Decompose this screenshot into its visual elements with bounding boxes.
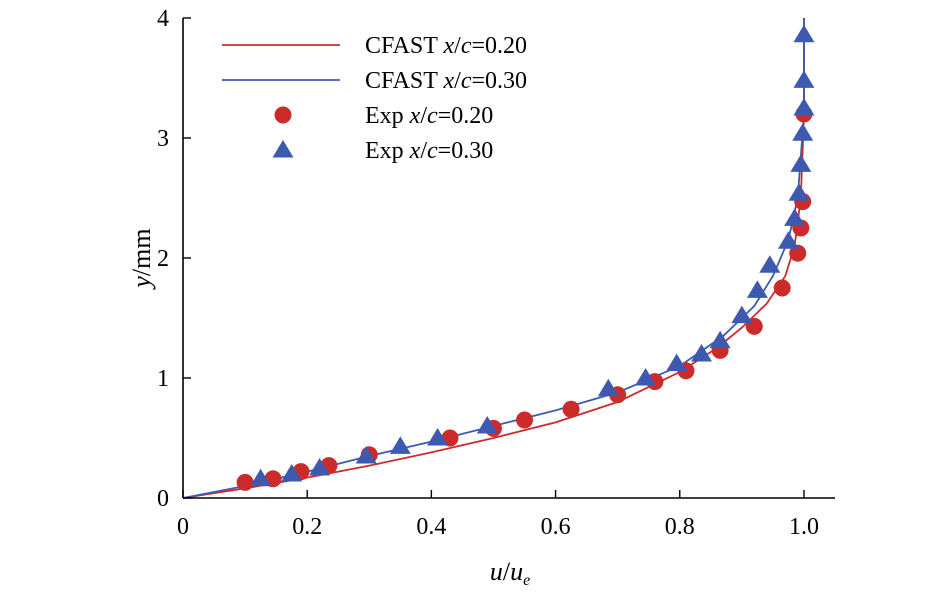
legend-swatch-triangle	[272, 140, 294, 158]
y-ticks: 0 1 2 3 4	[157, 6, 191, 512]
x-axis-title: u/ue	[490, 557, 530, 589]
legend-label: CFAST x/c=0.30	[365, 68, 527, 94]
data-point-triangle	[666, 353, 688, 372]
x-axis-title-base: u	[510, 557, 523, 586]
data-point-circle	[236, 473, 254, 491]
data-point-triangle	[281, 464, 303, 482]
data-point-triangle	[250, 468, 272, 487]
legend-label: CFAST x/c=0.20	[365, 33, 527, 59]
x-axis-title-subscript: e	[523, 572, 530, 589]
data-point-circle	[789, 244, 807, 262]
y-axis-title: y/mm	[127, 228, 156, 290]
x-axis-title-var: u	[490, 557, 503, 586]
y-tick-label: 3	[157, 126, 169, 152]
data-point-triangle	[793, 98, 815, 116]
data-point-circle	[516, 411, 534, 429]
data-point-triangle	[597, 378, 619, 397]
legend: CFAST x/c=0.20 CFAST x/c=0.30 Exp x/c=0.20…	[222, 33, 527, 164]
data-point-triangle	[309, 458, 331, 476]
x-tick-label: 0	[177, 514, 189, 540]
y-axis-title-unit: /mm	[127, 228, 156, 276]
data-point-triangle	[784, 208, 806, 226]
data-point-triangle	[793, 70, 815, 88]
legend-label: Exp x/c=0.20	[365, 103, 493, 129]
x-tick-label: 0.4	[416, 514, 446, 540]
data-point-triangle	[793, 24, 815, 43]
x-tick-label: 0.2	[292, 514, 322, 540]
x-tick-label: 1.0	[789, 514, 819, 540]
data-point-triangle	[790, 154, 812, 172]
x-tick-label: 0.8	[665, 514, 695, 540]
data-point-circle	[562, 400, 580, 418]
data-point-triangle	[427, 428, 449, 446]
data-point-triangle	[355, 446, 377, 464]
legend-label: Exp x/c=0.30	[365, 138, 493, 164]
data-point-triangle	[792, 123, 814, 141]
x-ticks: 0 0.2 0.4 0.6 0.8 1.0	[177, 490, 819, 540]
plot-markers	[236, 24, 815, 491]
data-point-triangle	[746, 280, 768, 298]
y-tick-label: 0	[157, 486, 169, 512]
data-point-triangle	[690, 344, 712, 362]
data-point-triangle	[788, 183, 810, 201]
x-tick-label: 0.6	[541, 514, 571, 540]
y-tick-label: 4	[157, 6, 169, 32]
y-tick-label: 1	[157, 366, 169, 392]
y-tick-label: 2	[157, 246, 169, 272]
data-point-triangle	[389, 436, 411, 454]
data-point-circle	[773, 279, 791, 297]
data-point-triangle	[759, 255, 781, 273]
data-point-triangle	[731, 305, 753, 324]
data-point-triangle	[476, 416, 498, 434]
data-point-triangle	[777, 231, 799, 249]
data-point-triangle	[709, 330, 731, 349]
data-point-triangle	[635, 368, 657, 386]
y-axis-title-var: y	[127, 276, 156, 291]
x-axis-title-sep: /	[503, 557, 511, 586]
legend-swatch-circle	[274, 106, 292, 124]
